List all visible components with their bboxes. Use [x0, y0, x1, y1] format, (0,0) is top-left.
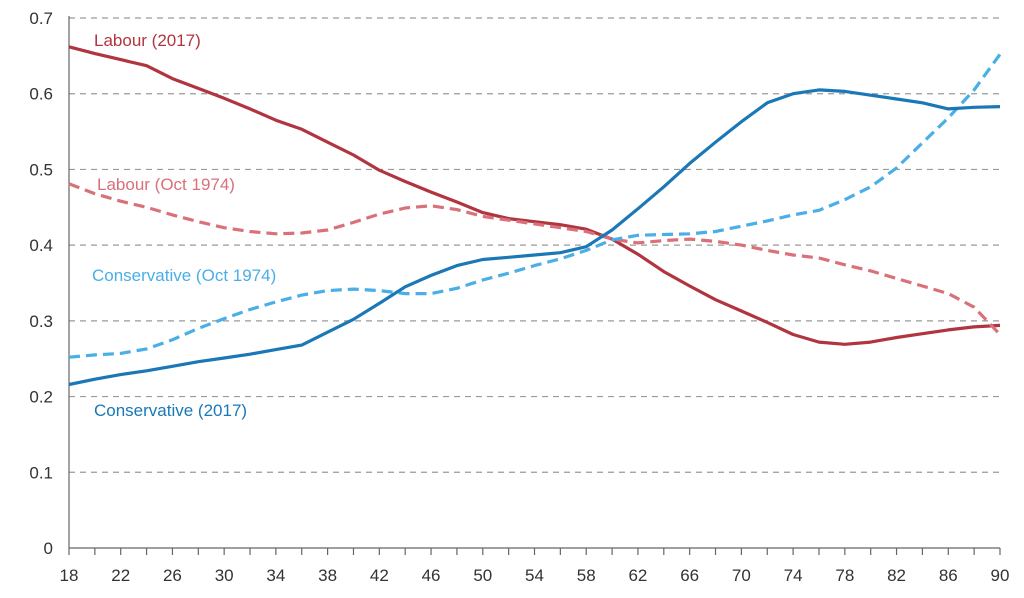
series-label: Conservative (2017): [94, 401, 247, 420]
y-tick-label: 0.6: [29, 85, 53, 104]
x-tick-label: 30: [215, 566, 234, 585]
series-label: Labour (2017): [94, 31, 201, 50]
x-tick-label: 86: [939, 566, 958, 585]
x-tick-label: 66: [680, 566, 699, 585]
series-labels: Labour (2017) Labour (Oct 1974) Conservati…: [92, 31, 276, 420]
x-tick-label: 22: [111, 566, 130, 585]
y-tick-label: 0.2: [29, 388, 53, 407]
x-tick-label: 50: [473, 566, 492, 585]
y-tick-label: 0.3: [29, 312, 53, 331]
y-tick-label: 0.5: [29, 160, 53, 179]
x-tick-labels: 18 22 26 30 34 38 42 46 50 54 58 62 66 70 74 78 82 86 90: [60, 566, 1010, 585]
x-tick-label: 42: [370, 566, 389, 585]
x-tick-label: 90: [991, 566, 1010, 585]
x-tick-label: 38: [318, 566, 337, 585]
y-tick-label: 0.1: [29, 463, 53, 482]
x-tick-label: 18: [60, 566, 79, 585]
x-tick-label: 34: [266, 566, 285, 585]
series-line-labour-2017: [68, 45, 1001, 346]
series-label: Conservative (Oct 1974): [92, 266, 276, 285]
x-tick-label: 26: [163, 566, 182, 585]
x-tick-label: 70: [732, 566, 751, 585]
x-tick-label: 58: [577, 566, 596, 585]
series-lines: [68, 45, 1002, 387]
x-tick-label: 78: [835, 566, 854, 585]
x-tick-label: 46: [422, 566, 441, 585]
series-label: Labour (Oct 1974): [97, 175, 235, 194]
x-tick-label: 62: [628, 566, 647, 585]
series-line-labour-oct-1974: [68, 182, 1002, 336]
x-tick-label: 54: [525, 566, 544, 585]
series-line-conservative-oct-1974: [68, 53, 1002, 359]
y-tick-label: 0.4: [29, 236, 53, 255]
y-tick-labels: 0 0.1 0.2 0.3 0.4 0.5 0.6 0.7: [29, 9, 53, 558]
x-tick-label: 74: [784, 566, 803, 585]
y-tick-label: 0: [44, 539, 53, 558]
gridlines: [69, 17, 1000, 473]
y-tick-label: 0.7: [29, 9, 53, 28]
x-tick-label: 82: [887, 566, 906, 585]
axes: [68, 16, 1001, 555]
series-line-conservative-2017: [68, 88, 1001, 387]
